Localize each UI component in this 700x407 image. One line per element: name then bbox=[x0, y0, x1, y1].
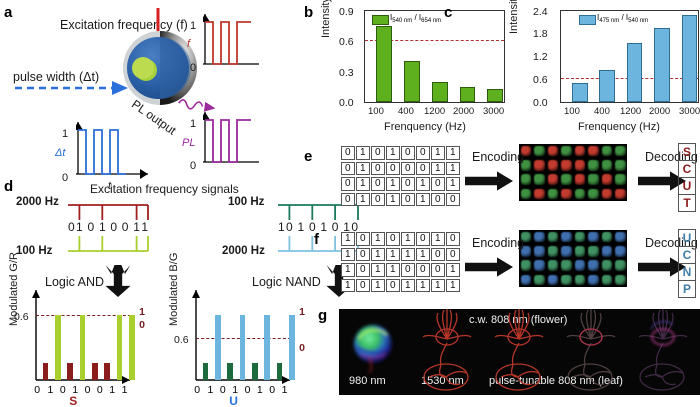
svg-text:1: 1 bbox=[141, 220, 148, 234]
svg-text:1: 1 bbox=[278, 220, 285, 234]
svg-text:1: 1 bbox=[320, 220, 327, 234]
svg-text:1: 1 bbox=[298, 220, 305, 234]
svg-text:0: 0 bbox=[122, 220, 129, 234]
svg-text:1: 1 bbox=[76, 220, 83, 234]
svg-text:0: 0 bbox=[68, 220, 75, 234]
svg-text:1: 1 bbox=[133, 220, 140, 234]
svg-text:0: 0 bbox=[88, 220, 95, 234]
svg-text:0: 0 bbox=[286, 220, 293, 234]
svg-text:0: 0 bbox=[332, 220, 339, 234]
svg-text:1: 1 bbox=[99, 220, 106, 234]
svg-text:0: 0 bbox=[110, 220, 117, 234]
